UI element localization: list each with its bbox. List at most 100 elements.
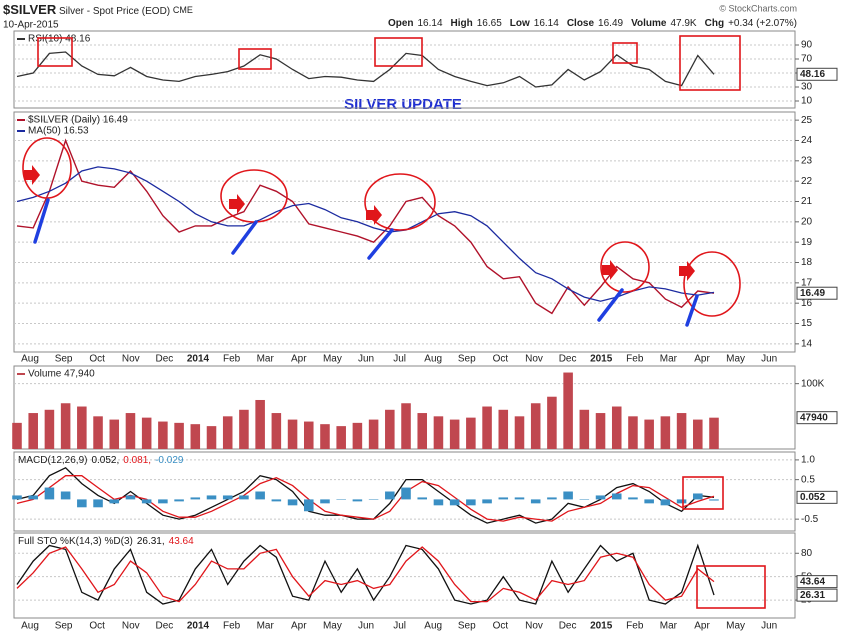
legend: Full STO %K(14,3) %D(3) 26.31, 43.64 (18, 536, 194, 547)
bar (417, 497, 428, 500)
y-tick-label: 20 (801, 216, 813, 227)
y-tick-label: 1.0 (801, 455, 815, 466)
bar (141, 417, 152, 449)
highlight-box (696, 565, 766, 609)
bar (271, 499, 282, 502)
exchange: CME (173, 5, 193, 15)
x-tick-label: Dec (559, 621, 577, 632)
y-tick-label: 10 (801, 96, 813, 107)
x-tick-label: Jun (761, 354, 777, 365)
date: 10-Apr-2015 (3, 20, 59, 31)
bar (93, 499, 103, 508)
bar (44, 487, 55, 500)
bar (239, 409, 249, 449)
current-value: 48.16 (800, 69, 825, 80)
x-tick-label: Sep (458, 621, 476, 632)
highlight-circle (22, 137, 72, 199)
bar (190, 497, 201, 500)
value-box (796, 411, 838, 425)
current-value: 0.052 (800, 492, 825, 503)
bar (611, 406, 622, 449)
quote-label: Volume (631, 18, 667, 29)
value-box (796, 575, 838, 589)
bar (352, 422, 363, 449)
quote-value: 16.14 (418, 18, 443, 29)
y-tick-label: 22 (801, 176, 813, 187)
bar (287, 499, 298, 506)
bar (109, 419, 120, 449)
quote-label: Open (388, 18, 414, 29)
quote-value: 16.65 (477, 18, 502, 29)
x-tick-label: Sep (55, 621, 73, 632)
bar (222, 416, 233, 449)
bar (514, 497, 525, 500)
y-tick-label: 18 (801, 257, 813, 268)
bar (60, 403, 71, 449)
bar (239, 495, 249, 500)
bar (12, 422, 22, 449)
x-tick-label: Jun (358, 354, 374, 365)
x-tick-label: Sep (55, 354, 73, 365)
bar (563, 491, 573, 500)
chart-heading: $SILVER Silver - Spot Price (EOD) CME (3, 2, 193, 17)
highlight-box (37, 37, 73, 67)
bar (482, 406, 492, 449)
symbol: $SILVER (3, 2, 57, 17)
legend-entry: 0.081, (123, 455, 151, 466)
x-tick-label: Aug (21, 354, 39, 365)
arrow (24, 165, 40, 185)
bar (693, 419, 703, 449)
x-tick-label: Feb (223, 354, 241, 365)
bar (303, 499, 314, 512)
legend-entry: 0.052, (91, 455, 119, 466)
bar (255, 399, 265, 449)
y-tick-label: 90 (801, 40, 813, 51)
legend-title: Full STO %K(14,3) %D(3) (18, 536, 133, 547)
x-tick-label: Nov (122, 354, 140, 365)
bar (141, 499, 152, 504)
quote-label: Close (567, 18, 595, 29)
bar (44, 409, 55, 449)
x-tick-label: Dec (156, 621, 174, 632)
x-tick-label: Apr (291, 621, 307, 632)
bar (644, 419, 654, 449)
bar (498, 497, 509, 500)
x-tick-label: Oct (89, 354, 105, 365)
bar (628, 416, 638, 449)
current-value: 47940 (800, 412, 828, 423)
bar (628, 497, 638, 500)
bar (709, 417, 719, 449)
bar (547, 497, 557, 500)
panel-frame (13, 30, 796, 109)
bar (579, 409, 590, 449)
bar (595, 495, 606, 500)
quote: Open 16.14 High 16.65 Low 16.14 Close 16.49 Volu… (388, 18, 797, 29)
legend-entry: 26.31, (137, 536, 165, 547)
y-tick-label: 80 (801, 548, 813, 559)
legend-entry: 43.64 (169, 536, 194, 547)
bar (676, 499, 687, 504)
value-box (796, 286, 838, 300)
bar (401, 403, 411, 449)
x-tick-label: May (323, 621, 342, 632)
bar (336, 499, 346, 500)
x-tick-label: Nov (122, 621, 140, 632)
series-line (16, 467, 715, 524)
bar (255, 491, 265, 500)
x-tick-label: Jun (358, 621, 374, 632)
x-tick-label: 2015 (590, 354, 613, 365)
quote-label: High (451, 18, 473, 29)
bar (466, 417, 476, 449)
current-value: 26.31 (800, 590, 825, 601)
x-tick-label: Mar (257, 354, 275, 365)
x-tick-label: Dec (156, 354, 174, 365)
bar (433, 499, 444, 506)
highlight-circle (364, 173, 436, 231)
bar (368, 419, 379, 449)
highlight-box (682, 476, 724, 510)
highlight-box (679, 35, 741, 91)
highlight-circle (600, 241, 650, 293)
panel-frame (13, 451, 796, 532)
x-tick-label: 2015 (590, 621, 613, 632)
